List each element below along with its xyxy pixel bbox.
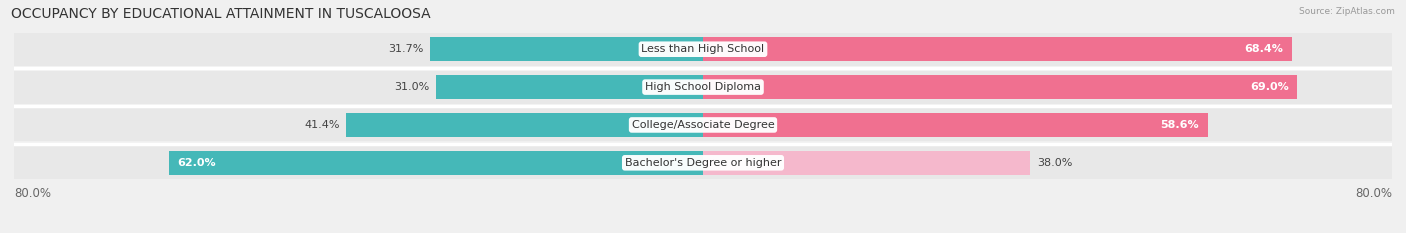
Text: 31.0%: 31.0%: [394, 82, 429, 92]
Bar: [703, 151, 1031, 175]
Text: 41.4%: 41.4%: [304, 120, 340, 130]
Bar: [346, 113, 703, 137]
Bar: [14, 109, 1392, 141]
Bar: [703, 75, 1298, 99]
Bar: [436, 75, 703, 99]
Text: 68.4%: 68.4%: [1244, 44, 1284, 54]
Text: High School Diploma: High School Diploma: [645, 82, 761, 92]
Text: Bachelor's Degree or higher: Bachelor's Degree or higher: [624, 158, 782, 168]
Bar: [430, 38, 703, 61]
Text: Source: ZipAtlas.com: Source: ZipAtlas.com: [1299, 7, 1395, 16]
Text: 80.0%: 80.0%: [14, 187, 51, 200]
Text: 62.0%: 62.0%: [177, 158, 217, 168]
Bar: [14, 33, 1392, 66]
Text: OCCUPANCY BY EDUCATIONAL ATTAINMENT IN TUSCALOOSA: OCCUPANCY BY EDUCATIONAL ATTAINMENT IN T…: [11, 7, 430, 21]
Text: 38.0%: 38.0%: [1038, 158, 1073, 168]
Bar: [14, 71, 1392, 103]
Bar: [169, 151, 703, 175]
Text: 31.7%: 31.7%: [388, 44, 423, 54]
Text: 80.0%: 80.0%: [1355, 187, 1392, 200]
Text: College/Associate Degree: College/Associate Degree: [631, 120, 775, 130]
Bar: [703, 113, 1208, 137]
Text: 69.0%: 69.0%: [1250, 82, 1289, 92]
Text: 58.6%: 58.6%: [1160, 120, 1199, 130]
Text: Less than High School: Less than High School: [641, 44, 765, 54]
Bar: [703, 38, 1292, 61]
Bar: [14, 146, 1392, 179]
